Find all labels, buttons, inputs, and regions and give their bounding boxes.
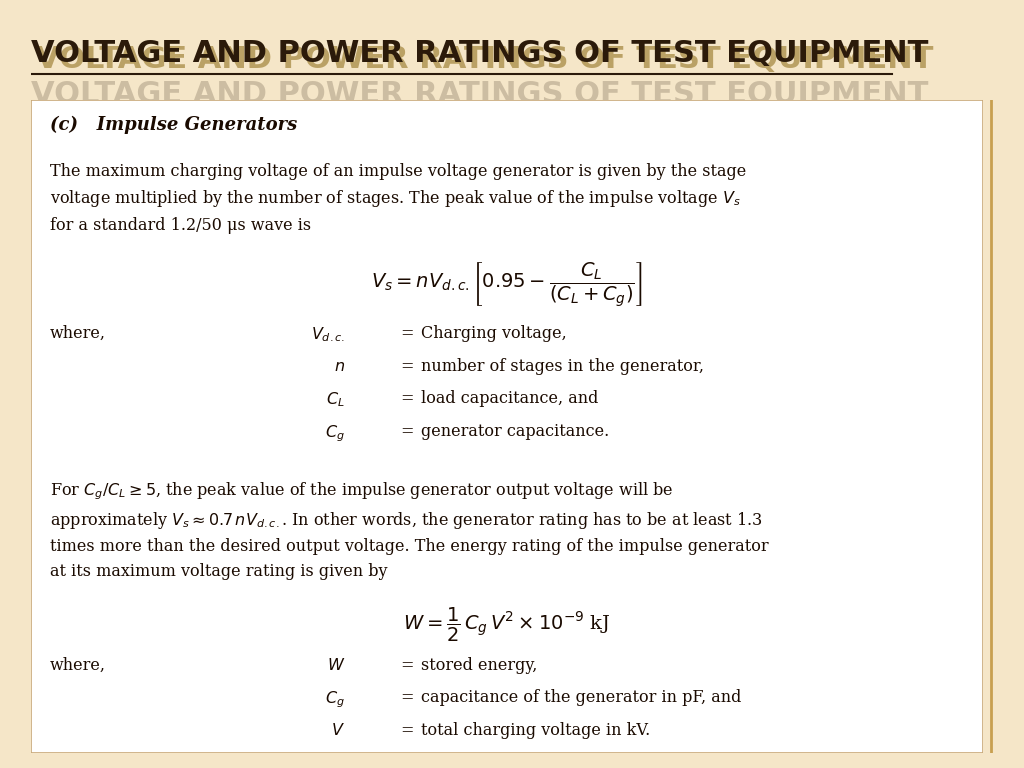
- Text: where,: where,: [50, 325, 105, 342]
- Text: $W = \dfrac{1}{2}\, C_g\, V^2 \times 10^{-9}$ kJ: $W = \dfrac{1}{2}\, C_g\, V^2 \times 10^…: [403, 606, 610, 644]
- Text: VOLTAGE AND POWER RATINGS OF TEST EQUIPMENT: VOLTAGE AND POWER RATINGS OF TEST EQUIPM…: [31, 38, 928, 68]
- Text: $V_s = nV_{d.c.}\left[0.95 - \dfrac{C_L}{(C_L + C_g)}\right]$: $V_s = nV_{d.c.}\left[0.95 - \dfrac{C_L}…: [371, 260, 643, 309]
- Text: $V_{d.c.}$: $V_{d.c.}$: [310, 325, 345, 344]
- Text: =: =: [400, 423, 414, 440]
- Text: where,: where,: [50, 657, 105, 674]
- Text: For $C_g/C_L \geq 5$, the peak value of the impulse generator output voltage wil: For $C_g/C_L \geq 5$, the peak value of …: [50, 481, 768, 580]
- Text: =: =: [400, 722, 414, 739]
- Text: $W$: $W$: [327, 657, 345, 674]
- Text: =: =: [400, 657, 414, 674]
- Text: $C_L$: $C_L$: [327, 390, 345, 409]
- Text: =: =: [400, 358, 414, 375]
- Text: VOLTAGE AND POWER RATINGS OF TEST EQUIPMENT: VOLTAGE AND POWER RATINGS OF TEST EQUIPM…: [31, 80, 928, 108]
- Text: =: =: [400, 390, 414, 407]
- Text: (c)   Impulse Generators: (c) Impulse Generators: [50, 116, 297, 134]
- Text: =: =: [400, 325, 414, 342]
- FancyBboxPatch shape: [31, 100, 983, 753]
- Text: $n$: $n$: [334, 358, 345, 375]
- Text: Charging voltage,: Charging voltage,: [421, 325, 567, 342]
- Text: total charging voltage in kV.: total charging voltage in kV.: [421, 722, 650, 739]
- Text: VOLTAGE AND POWER RATINGS OF TEST EQUIPMENT: VOLTAGE AND POWER RATINGS OF TEST EQUIPM…: [36, 45, 933, 74]
- Text: number of stages in the generator,: number of stages in the generator,: [421, 358, 705, 375]
- Text: $V$: $V$: [331, 722, 345, 739]
- Text: =: =: [400, 690, 414, 707]
- Text: generator capacitance.: generator capacitance.: [421, 423, 609, 440]
- Text: capacitance of the generator in pF, and: capacitance of the generator in pF, and: [421, 690, 741, 707]
- Text: load capacitance, and: load capacitance, and: [421, 390, 599, 407]
- Text: $C_g$: $C_g$: [326, 423, 345, 444]
- Text: stored energy,: stored energy,: [421, 657, 538, 674]
- Text: The maximum charging voltage of an impulse voltage generator is given by the sta: The maximum charging voltage of an impul…: [50, 163, 746, 233]
- Text: $C_g$: $C_g$: [326, 690, 345, 710]
